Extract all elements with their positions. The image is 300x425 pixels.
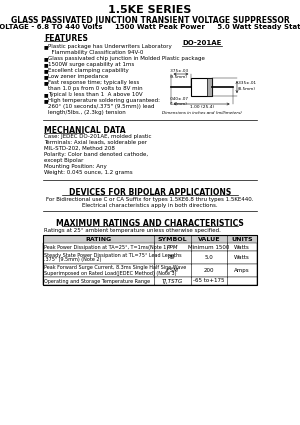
Text: ■: ■ xyxy=(44,74,49,79)
Text: 200: 200 xyxy=(204,268,214,273)
Text: 5.0: 5.0 xyxy=(205,255,213,260)
Text: .375" (9.5mm) (Note 2): .375" (9.5mm) (Note 2) xyxy=(44,258,101,263)
Text: except Bipolar: except Bipolar xyxy=(44,158,83,163)
Text: .375±.03: .375±.03 xyxy=(170,69,189,73)
Text: Ratings at 25° ambient temperature unless otherwise specified.: Ratings at 25° ambient temperature unles… xyxy=(44,228,221,233)
Text: Watts: Watts xyxy=(234,255,250,260)
Text: Low zener impedance: Low zener impedance xyxy=(48,74,109,79)
Text: 1.5KE SERIES: 1.5KE SERIES xyxy=(108,5,192,15)
Text: DO-201AE: DO-201AE xyxy=(182,40,221,46)
Text: Peak Power Dissipation at TA=25°, T=1ms(Note 1): Peak Power Dissipation at TA=25°, T=1ms(… xyxy=(44,244,168,249)
Text: Terminals: Axial leads, solderable per: Terminals: Axial leads, solderable per xyxy=(44,140,147,145)
Bar xyxy=(43,264,257,277)
Bar xyxy=(208,78,212,96)
Text: ■: ■ xyxy=(44,56,49,61)
Text: ■: ■ xyxy=(44,62,49,67)
Text: 1500W surge capability at 1ms: 1500W surge capability at 1ms xyxy=(48,62,134,67)
Bar xyxy=(43,235,257,243)
Text: RATING: RATING xyxy=(85,236,112,241)
Text: FEATURES: FEATURES xyxy=(44,34,88,43)
Text: Typical I₂ less than 1  A above 10V: Typical I₂ less than 1 A above 10V xyxy=(48,92,143,97)
Text: Polarity: Color band denoted cathode,: Polarity: Color band denoted cathode, xyxy=(44,152,148,157)
Text: Dimensions in inches and (millimeters): Dimensions in inches and (millimeters) xyxy=(162,111,242,115)
Text: ■: ■ xyxy=(44,98,49,103)
Text: Weight: 0.045 ounce, 1.2 grams: Weight: 0.045 ounce, 1.2 grams xyxy=(44,170,133,175)
Text: PPM: PPM xyxy=(167,244,178,249)
Text: 1.00 (25.4): 1.00 (25.4) xyxy=(190,105,214,109)
Text: PD: PD xyxy=(168,255,176,260)
Text: 260° (10 seconds/.375" (9.5mm)) lead: 260° (10 seconds/.375" (9.5mm)) lead xyxy=(48,104,155,109)
Text: VOLTAGE - 6.8 TO 440 Volts     1500 Watt Peak Power     5.0 Watt Steady State: VOLTAGE - 6.8 TO 440 Volts 1500 Watt Pea… xyxy=(0,24,300,30)
Text: Electrical characteristics apply in both directions.: Electrical characteristics apply in both… xyxy=(82,203,218,208)
Text: (8.5mm): (8.5mm) xyxy=(238,87,256,91)
Text: ■: ■ xyxy=(44,68,49,73)
Text: Glass passivated chip junction in Molded Plastic package: Glass passivated chip junction in Molded… xyxy=(48,56,205,61)
Text: MECHANICAL DATA: MECHANICAL DATA xyxy=(44,126,125,135)
Text: Superimposed on Rated Load(JEDEC Method) (Note 3): Superimposed on Rated Load(JEDEC Method)… xyxy=(44,270,176,275)
Text: Minimum 1500: Minimum 1500 xyxy=(188,244,230,249)
Text: ■: ■ xyxy=(44,44,49,49)
Text: Flammability Classification 94V-0: Flammability Classification 94V-0 xyxy=(48,50,144,55)
Text: Operating and Storage Temperature Range: Operating and Storage Temperature Range xyxy=(44,278,150,283)
Text: .335±.01: .335±.01 xyxy=(238,81,257,85)
Text: Excellent clamping capability: Excellent clamping capability xyxy=(48,68,129,73)
Text: VALUE: VALUE xyxy=(198,236,220,241)
Text: For Bidirectional use C or CA Suffix for types 1.5KE6.8 thru types 1.5KE440.: For Bidirectional use C or CA Suffix for… xyxy=(46,197,254,202)
Bar xyxy=(43,243,257,251)
Text: Plastic package has Underwriters Laboratory: Plastic package has Underwriters Laborat… xyxy=(48,44,172,49)
Text: .040±.07: .040±.07 xyxy=(170,97,189,101)
Bar xyxy=(43,277,257,285)
Text: Steady State Power Dissipation at TL=75° Lead Lengths: Steady State Power Dissipation at TL=75°… xyxy=(44,252,182,258)
Text: Peak Forward Surge Current, 8.3ms Single Half Sine-Wave: Peak Forward Surge Current, 8.3ms Single… xyxy=(44,266,186,270)
Text: than 1.0 ps from 0 volts to 8V min: than 1.0 ps from 0 volts to 8V min xyxy=(48,86,143,91)
Text: Mounting Position: Any: Mounting Position: Any xyxy=(44,164,106,169)
Text: ■: ■ xyxy=(44,80,49,85)
Bar xyxy=(191,78,212,96)
Text: GLASS PASSIVATED JUNCTION TRANSIENT VOLTAGE SUPPRESSOR: GLASS PASSIVATED JUNCTION TRANSIENT VOLT… xyxy=(11,16,290,25)
Bar xyxy=(43,235,257,285)
Text: SYMBOL: SYMBOL xyxy=(157,236,187,241)
Text: MIL-STD-202, Method 208: MIL-STD-202, Method 208 xyxy=(44,146,115,151)
Text: Case: JEDEC DO-201AE, molded plastic: Case: JEDEC DO-201AE, molded plastic xyxy=(44,134,152,139)
Text: ■: ■ xyxy=(44,92,49,97)
Text: (1.0mm): (1.0mm) xyxy=(170,102,188,106)
Text: MAXIMUM RATINGS AND CHARACTERISTICS: MAXIMUM RATINGS AND CHARACTERISTICS xyxy=(56,219,244,228)
Text: Fast response time; typically less: Fast response time; typically less xyxy=(48,80,140,85)
Text: High temperature soldering guaranteed:: High temperature soldering guaranteed: xyxy=(48,98,160,103)
Text: UNITS: UNITS xyxy=(231,236,253,241)
Text: length/5lbs., (2.3kg) tension: length/5lbs., (2.3kg) tension xyxy=(48,110,126,115)
Text: Amps: Amps xyxy=(234,268,250,273)
Bar xyxy=(43,251,257,264)
Text: DEVICES FOR BIPOLAR APPLICATIONS: DEVICES FOR BIPOLAR APPLICATIONS xyxy=(69,188,231,197)
Text: Watts: Watts xyxy=(234,244,250,249)
Text: TJ,TSTG: TJ,TSTG xyxy=(161,278,183,283)
Text: IFSM: IFSM xyxy=(166,268,178,273)
Text: -65 to+175: -65 to+175 xyxy=(193,278,225,283)
Text: (9.5mm): (9.5mm) xyxy=(170,75,188,79)
